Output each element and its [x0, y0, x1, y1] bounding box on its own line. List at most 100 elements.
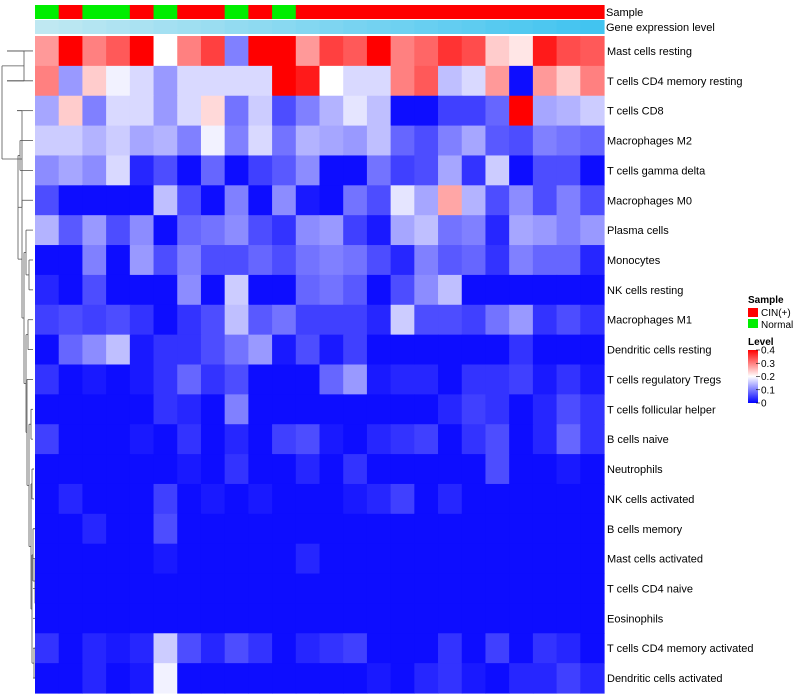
heatmap-cells: [35, 36, 605, 694]
heatmap-cell: [556, 513, 581, 545]
heatmap-cell: [82, 245, 107, 276]
expression-annotation-bar: [35, 20, 605, 34]
heatmap-cell: [106, 633, 131, 664]
heatmap-cell: [532, 245, 558, 276]
heatmap-cell: [343, 454, 368, 485]
legend-level-title: Level: [748, 337, 774, 348]
row-label: Dendritic cells resting: [607, 345, 712, 357]
heatmap-cell: [343, 513, 368, 545]
heatmap-cell: [461, 125, 487, 157]
heatmap-cell: [248, 424, 273, 455]
heatmap-cell: [343, 304, 368, 336]
heatmap-cell: [343, 663, 368, 694]
expression-annotation-cell: [556, 20, 581, 34]
heatmap-cell: [414, 573, 439, 605]
heatmap-cell: [556, 603, 581, 634]
heatmap-cell: [366, 424, 392, 455]
heatmap-cell: [224, 424, 249, 455]
heatmap-cell: [153, 483, 178, 515]
heatmap-cell: [248, 185, 273, 216]
heatmap-cell: [129, 95, 155, 127]
heatmap-cell: [200, 95, 226, 127]
heatmap-cell: [556, 364, 581, 395]
heatmap-cell: [556, 663, 581, 694]
heatmap-cell: [58, 125, 84, 157]
heatmap-cell: [248, 36, 273, 67]
heatmap-cell: [200, 304, 226, 336]
legend-level-tick-label: 0.4: [761, 346, 775, 357]
heatmap-cell: [414, 394, 439, 425]
legend-level-tick-label: 0.3: [761, 359, 775, 370]
sample-annotation-cell: [343, 5, 368, 19]
expression-annotation-cell: [272, 20, 297, 34]
heatmap-cell: [82, 424, 107, 455]
sample-annotation-cell: [295, 5, 321, 19]
heatmap-cell: [390, 663, 415, 694]
heatmap-cell: [485, 245, 510, 276]
expression-annotation-cell: [177, 20, 202, 34]
heatmap-cell: [224, 155, 249, 186]
heatmap-cell: [224, 334, 249, 366]
heatmap-cell: [200, 424, 226, 455]
heatmap-cell: [366, 304, 392, 336]
heatmap-cell: [248, 454, 273, 485]
heatmap-cell: [129, 245, 155, 276]
row-label: T cells gamma delta: [607, 165, 706, 177]
heatmap-cell: [414, 185, 439, 216]
heatmap-cell: [461, 274, 487, 306]
heatmap-cell: [580, 513, 605, 545]
heatmap-cell: [485, 364, 510, 395]
heatmap-cell: [106, 394, 131, 425]
heatmap-cell: [532, 95, 558, 127]
heatmap-cell: [366, 274, 392, 306]
heatmap-cell: [485, 274, 510, 306]
heatmap-cell: [438, 364, 463, 395]
heatmap-cell: [295, 334, 321, 366]
heatmap-cell: [532, 215, 558, 246]
heatmap-cell: [129, 603, 155, 634]
sample-annotation-cell: [224, 5, 249, 19]
heatmap-cell: [295, 424, 321, 455]
heatmap-cell: [414, 364, 439, 395]
heatmap-cell: [224, 603, 249, 634]
heatmap-cell: [343, 364, 368, 395]
heatmap-cell: [35, 304, 60, 336]
heatmap-cell: [485, 394, 510, 425]
heatmap-cell: [319, 36, 344, 67]
heatmap-cell: [35, 364, 60, 395]
heatmap-cell: [129, 36, 155, 67]
heatmap-cell: [224, 215, 249, 246]
heatmap-cell: [295, 513, 321, 545]
heatmap-cell: [58, 334, 84, 366]
heatmap-cell: [438, 483, 463, 515]
heatmap-cell: [366, 155, 392, 186]
heatmap-cell: [343, 185, 368, 216]
heatmap-cell: [272, 125, 297, 157]
heatmap-cell: [248, 543, 273, 575]
expression-annotation-cell: [366, 20, 392, 34]
heatmap-cell: [35, 245, 60, 276]
heatmap-cell: [343, 394, 368, 425]
heatmap-cell: [224, 245, 249, 276]
heatmap-cell: [343, 274, 368, 306]
row-label: Dendritic cells activated: [607, 673, 723, 685]
heatmap-cell: [580, 543, 605, 575]
heatmap-cell: [319, 513, 344, 545]
heatmap-cell: [461, 185, 487, 216]
heatmap-cell: [272, 304, 297, 336]
heatmap-cell: [509, 663, 534, 694]
heatmap-cell: [129, 513, 155, 545]
heatmap-cell: [319, 424, 344, 455]
heatmap-cell: [153, 274, 178, 306]
heatmap-cell: [129, 633, 155, 664]
heatmap-cell: [343, 573, 368, 605]
heatmap-cell: [200, 65, 226, 97]
heatmap-cell: [129, 394, 155, 425]
heatmap-cell: [272, 424, 297, 455]
row-label: Monocytes: [607, 255, 661, 267]
expression-annotation-cell: [106, 20, 131, 34]
heatmap-cell: [177, 215, 202, 246]
heatmap-cell: [532, 394, 558, 425]
heatmap-cell: [532, 603, 558, 634]
heatmap-cell: [485, 543, 510, 575]
